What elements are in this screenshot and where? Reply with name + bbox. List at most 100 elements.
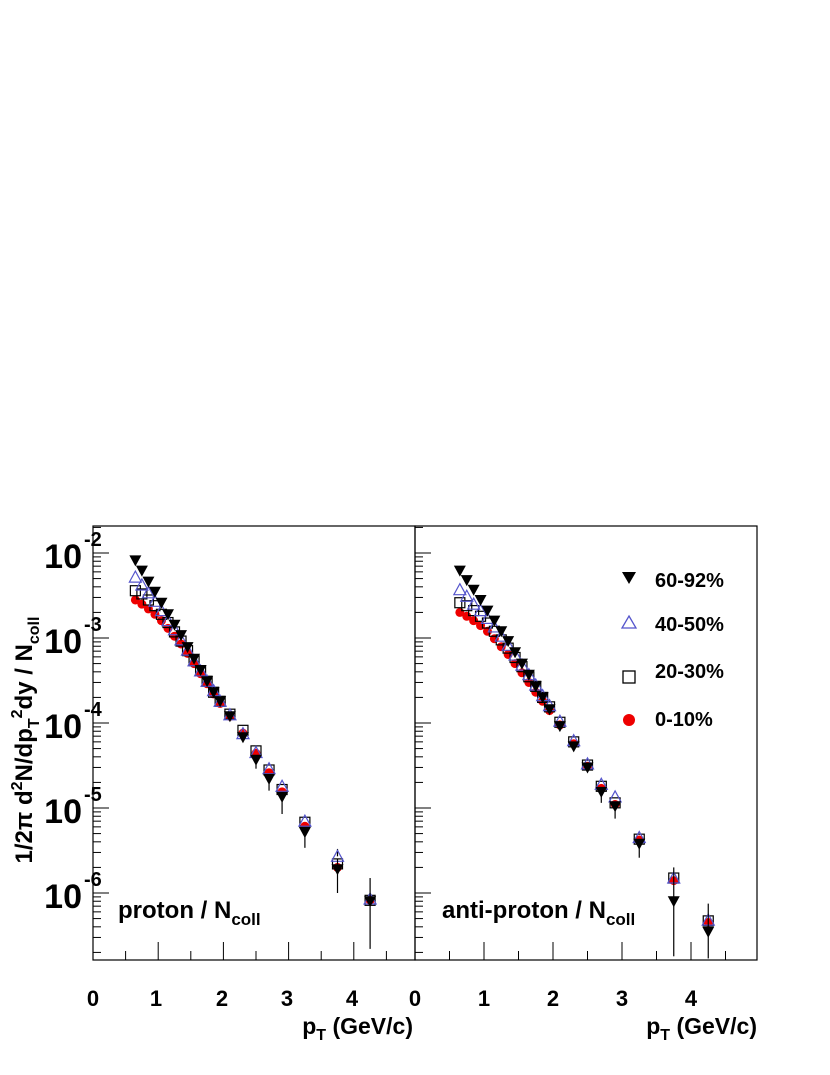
y-axis-title: 1/2π d2N/dpT2dy / Ncoll [9,617,43,864]
legend-entry: 20-30% [622,661,724,684]
data-point-60-92pct [488,615,501,627]
x-axis-title-rest: (GeV/c) [326,1013,413,1039]
data-point-60-92pct [543,704,556,716]
data-point-60-92pct [276,791,289,803]
data-point-20-30pct [454,597,466,609]
proton-panel-label: proton / Ncoll [118,897,261,929]
x-axis-title-sub: T [316,1027,326,1044]
data-point-60-92pct [155,597,168,609]
y-tick-exponent: -4 [84,699,103,721]
y-tick-exponent: -5 [84,784,102,806]
y-tick-exponent: -6 [84,869,102,891]
y-tick-exponent: -3 [84,614,102,636]
data-point-60-92pct [667,896,680,908]
data-point-40-50pct [297,813,312,827]
data-point-60-92pct [148,586,161,598]
data-point-40-50pct [501,638,516,651]
data-point-40-50pct [514,657,529,671]
legend-entry: 0-10% [623,709,713,731]
legend-entry: 60-92% [622,570,724,592]
x-tick-label: 2 [547,986,559,1011]
data-point-20-30pct [142,594,155,606]
data-point-40-50pct [275,779,290,792]
data-point-40-50pct [262,761,277,775]
data-point-60-92pct [609,801,622,813]
data-point-40-50pct [494,628,509,642]
data-point-60-92pct [481,605,494,617]
panel-label-main: anti-proton / N [442,897,606,924]
y-axis-title-part: N/dp [11,728,38,781]
legend-marker-filled-circle [623,714,635,726]
data-point-60-92pct [236,732,249,744]
legend-entry: 40-50% [620,614,724,636]
y-tick-label: 10 -4 [44,699,102,746]
data-point-60-92pct [194,665,207,677]
legend-label: 40-50% [655,614,724,636]
legend-label: 0-10% [655,709,713,731]
data-point-60-92pct [581,762,594,774]
data-point-60-92pct [474,594,487,606]
antiproton-panel-label: anti-proton / Ncoll [442,897,635,929]
data-point-60-92pct [633,838,646,850]
data-point-40-50pct [167,622,182,636]
data-point-40-50pct [466,596,481,610]
data-point-0-10pct [170,631,179,641]
data-point-60-92pct [161,609,174,621]
x-tick-label: 4 [346,986,359,1011]
y-tick-exponent: -2 [84,529,102,551]
data-point-60-92pct [502,636,515,648]
x-axis-title: pT (GeV/c) [646,1013,757,1044]
axis-ticks [93,526,726,960]
x-axis-title: pT (GeV/c) [302,1013,413,1044]
data-point-60-92pct [188,653,201,665]
data-point-60-92pct [223,711,236,723]
data-point-60-92pct [567,741,580,753]
data-point-60-92pct [460,575,473,587]
data-point-60-92pct [207,687,220,699]
data-point-60-92pct [250,754,262,766]
data-point-0-10pct [137,599,147,609]
data-point-20-30pct [468,605,480,617]
data-point-0-10pct [489,634,499,644]
data-point-60-92pct [298,827,311,839]
y-axis-title-part: 1/2π d [11,790,38,863]
data-point-60-92pct [467,584,480,596]
data-point-0-10pct [130,595,140,605]
data-point-60-92pct [214,696,227,708]
data-point-60-92pct [263,773,276,785]
data-point-40-50pct [459,588,474,602]
data-point-20-30pct [129,585,141,597]
y-tick-label: 10 -5 [44,784,102,831]
legend-label: 20-30% [655,661,724,683]
data-point-60-92pct [331,864,344,876]
x-axis-title-rest: (GeV/c) [670,1013,757,1039]
legend: 60-92% 40-50% 20-30% 0-10% [620,570,724,731]
y-axis-title-sup: 2 [9,709,26,718]
data-point-60-92pct [595,786,608,798]
y-tick-label: 10 -6 [44,869,102,916]
data-point-60-92pct [364,896,377,908]
data-point-60-92pct [509,647,522,659]
data-point-60-92pct [135,565,148,577]
x-tick-label: 1 [478,986,490,1011]
x-tick-label: 0 [87,986,99,1011]
data-point-60-92pct [529,681,542,693]
data-point-40-50pct [187,653,202,667]
y-tick-base: 10 [44,878,82,916]
data-point-40-50pct [180,642,195,656]
y-axis-title-part: dy / N [11,644,38,709]
y-tick-label: 10 -2 [44,529,102,576]
data-point-40-50pct [128,569,143,583]
data-point-40-50pct [473,603,488,617]
legend-marker-open-triangle [620,614,638,629]
y-tick-label: 10 -3 [44,614,102,661]
data-point-40-50pct [134,577,149,591]
data-point-40-50pct [141,585,156,599]
data-point-60-92pct [168,619,181,631]
data-point-60-92pct [515,658,528,670]
data-point-60-92pct [553,721,566,733]
y-axis-title-sup: 2 [9,781,26,790]
data-point-60-92pct [536,692,549,704]
data-marks [128,555,716,959]
